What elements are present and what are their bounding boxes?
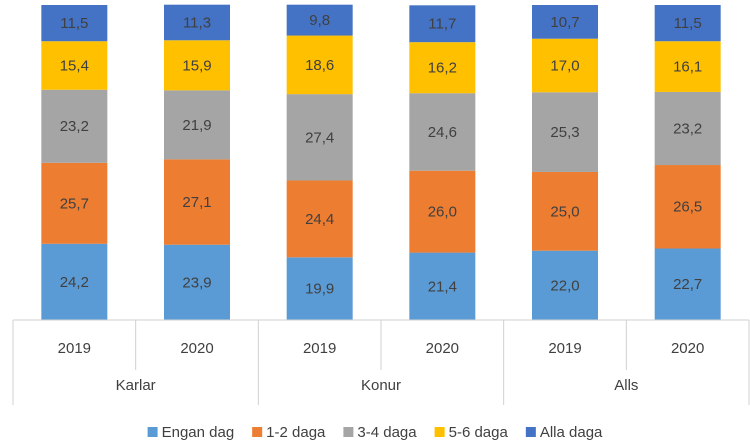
- x-tick-label: 2019: [303, 340, 336, 357]
- bar-segment: [409, 5, 476, 43]
- bar-segment: [164, 90, 230, 160]
- data-label: 16,2: [428, 60, 457, 77]
- data-label: 19,9: [305, 281, 334, 298]
- data-label: 23,9: [182, 274, 211, 291]
- bar-segment: [654, 41, 721, 92]
- data-label: 21,9: [182, 117, 211, 134]
- bar-segment: [286, 94, 353, 181]
- legend-swatch: [343, 427, 354, 437]
- group-label: Alls: [614, 377, 638, 394]
- data-label: 27,4: [305, 129, 334, 146]
- data-label: 15,9: [182, 57, 211, 74]
- data-label: 24,6: [428, 124, 457, 141]
- bar-segment: [409, 170, 476, 253]
- data-label: 11,7: [428, 16, 456, 33]
- bar-segment: [532, 171, 598, 251]
- bar-segment: [164, 40, 230, 91]
- bar-segment: [41, 41, 108, 90]
- bar-segment: [286, 257, 353, 320]
- bar-segment: [286, 4, 353, 36]
- bar-segment: [41, 5, 108, 42]
- bar-segment: [286, 35, 353, 95]
- data-label: 15,4: [60, 57, 89, 74]
- bar-segment: [286, 180, 353, 258]
- data-label: 11,3: [183, 14, 211, 31]
- x-tick-label: 2020: [671, 340, 704, 357]
- bar-segment: [532, 92, 598, 172]
- x-tick-label: 2020: [180, 340, 213, 357]
- bar-segment: [409, 252, 476, 320]
- bar-segment: [409, 93, 476, 171]
- bar-segment: [164, 4, 230, 41]
- bar-segment: [532, 38, 598, 93]
- data-label: 22,0: [550, 277, 579, 294]
- data-label: 25,7: [60, 195, 89, 212]
- legend-label: 3-4 daga: [357, 424, 417, 441]
- group-label: Karlar: [116, 377, 156, 394]
- legend-swatch: [525, 427, 536, 437]
- data-label: 21,4: [428, 278, 457, 295]
- x-tick-label: 2019: [548, 340, 581, 357]
- legend-swatch: [434, 427, 445, 437]
- bar-segment: [654, 91, 721, 166]
- data-label: 26,5: [673, 199, 702, 216]
- bar-segment: [41, 162, 108, 244]
- data-label: 18,6: [305, 57, 334, 74]
- data-label: 27,1: [182, 194, 211, 211]
- data-label: 11,5: [674, 15, 702, 32]
- data-label: 11,5: [60, 15, 88, 32]
- legend-swatch: [252, 427, 263, 437]
- data-label: 17,0: [550, 57, 579, 74]
- data-label: 9,8: [309, 12, 330, 29]
- data-label: 16,1: [673, 59, 702, 76]
- bar-segment: [41, 243, 108, 320]
- legend-swatch: [147, 427, 158, 437]
- data-label: 24,2: [60, 274, 89, 291]
- bar-segment: [532, 250, 598, 320]
- data-label: 22,7: [673, 276, 702, 293]
- bar-segment: [164, 244, 230, 320]
- bar-segment: [654, 165, 721, 249]
- data-label: 26,0: [428, 204, 457, 221]
- x-tick-label: 2019: [58, 340, 91, 357]
- bar-segment: [409, 42, 476, 94]
- data-label: 23,2: [673, 120, 702, 137]
- group-label: Konur: [361, 377, 401, 394]
- bar-segment: [654, 248, 721, 320]
- bar-segment: [654, 5, 721, 42]
- legend-label: Engan dag: [162, 424, 235, 441]
- x-tick-label: 2020: [426, 340, 459, 357]
- data-label: 25,3: [550, 124, 579, 141]
- legend-label: Alla daga: [540, 424, 603, 441]
- data-label: 23,2: [60, 118, 89, 135]
- legend-label: 1-2 daga: [266, 424, 326, 441]
- data-label: 25,0: [550, 203, 579, 220]
- bar-segment: [532, 5, 598, 39]
- legend-label: 5-6 daga: [449, 424, 509, 441]
- data-label: 10,7: [550, 14, 579, 31]
- data-label: 24,4: [305, 211, 334, 228]
- bar-segment: [41, 89, 108, 163]
- bar-segment: [164, 159, 230, 245]
